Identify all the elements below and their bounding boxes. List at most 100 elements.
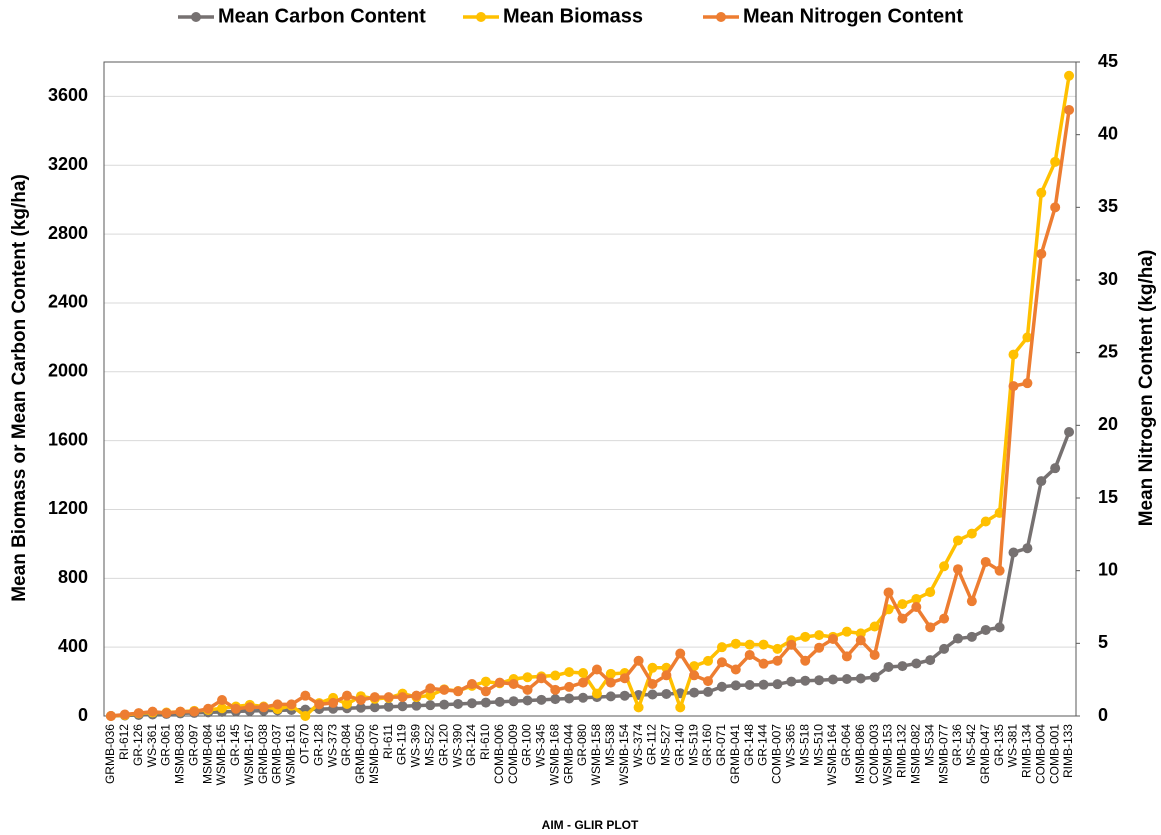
x-tick-label: MS-522 bbox=[422, 724, 436, 766]
data-point bbox=[855, 635, 866, 646]
x-tick-label: GR-080 bbox=[575, 724, 589, 766]
data-point bbox=[897, 599, 908, 610]
x-tick-label: MSMB-077 bbox=[936, 724, 950, 784]
data-point bbox=[925, 622, 936, 633]
data-point bbox=[911, 593, 922, 604]
x-tick-label: GR-119 bbox=[395, 724, 409, 765]
x-tick-label: GR-140 bbox=[672, 724, 686, 766]
x-tick-label: WS-381 bbox=[1006, 724, 1020, 768]
data-point bbox=[883, 587, 894, 598]
y-tick-label: 400 bbox=[58, 636, 88, 656]
data-point bbox=[397, 701, 408, 712]
x-tick-label: GRMB-037 bbox=[270, 724, 284, 784]
data-point bbox=[828, 674, 838, 685]
data-point bbox=[397, 692, 408, 703]
y2-tick-label: 15 bbox=[1098, 487, 1118, 507]
x-tick-label: GRMB-044 bbox=[561, 724, 575, 784]
data-point bbox=[869, 672, 880, 683]
data-point bbox=[1036, 248, 1047, 259]
legend-marker bbox=[716, 12, 726, 22]
data-point bbox=[897, 613, 908, 624]
data-point bbox=[564, 667, 575, 678]
data-point bbox=[952, 535, 963, 546]
x-tick-label: WSMB-165 bbox=[214, 724, 228, 786]
data-point bbox=[966, 528, 977, 539]
data-point bbox=[258, 702, 269, 713]
data-point bbox=[939, 561, 950, 572]
data-point bbox=[189, 706, 200, 717]
data-point bbox=[425, 690, 436, 701]
x-tick-label: RIMB-132 bbox=[895, 724, 909, 778]
data-point bbox=[647, 679, 658, 690]
data-point bbox=[772, 643, 783, 654]
data-point bbox=[1064, 70, 1075, 81]
x-tick-label: MS-527 bbox=[659, 724, 673, 766]
data-point bbox=[466, 679, 477, 690]
y2-axis-title: Mean Nitrogen Content (kg/ha) bbox=[1136, 250, 1157, 527]
x-tick-label: GR-145 bbox=[228, 724, 242, 766]
data-point bbox=[314, 699, 325, 710]
data-point bbox=[758, 658, 769, 669]
x-tick-label: COMB-009 bbox=[506, 724, 520, 784]
series-line bbox=[110, 109, 1071, 718]
data-point bbox=[689, 670, 700, 681]
data-point bbox=[758, 639, 769, 650]
legend-marker bbox=[476, 12, 486, 22]
data-point bbox=[786, 676, 797, 687]
data-point bbox=[744, 639, 755, 650]
data-point bbox=[466, 698, 477, 709]
x-tick-label: WSMB-154 bbox=[617, 724, 631, 786]
x-tick-label: GR-124 bbox=[464, 724, 478, 766]
data-point bbox=[869, 649, 880, 660]
y2-tick-label: 40 bbox=[1098, 123, 1118, 143]
data-point bbox=[300, 711, 311, 721]
x-tick-label: GR-061 bbox=[159, 724, 173, 766]
data-point bbox=[411, 690, 422, 701]
data-point bbox=[647, 662, 658, 673]
data-point bbox=[425, 700, 436, 711]
data-point bbox=[494, 696, 505, 707]
y-tick-label: 2400 bbox=[48, 292, 88, 312]
x-tick-label: GR-148 bbox=[742, 724, 756, 766]
data-point bbox=[966, 631, 977, 642]
plot-frame bbox=[103, 61, 1077, 717]
data-point bbox=[786, 639, 797, 650]
data-point bbox=[980, 624, 991, 635]
data-point bbox=[369, 692, 380, 703]
data-point bbox=[508, 696, 519, 707]
data-point bbox=[814, 675, 825, 686]
x-tick-label: MS-534 bbox=[922, 724, 936, 766]
data-point bbox=[619, 673, 630, 684]
data-point bbox=[730, 664, 741, 675]
x-tick-label: GR-160 bbox=[700, 724, 714, 766]
data-point bbox=[522, 695, 533, 706]
data-point bbox=[522, 684, 533, 695]
y2-tick-label: 35 bbox=[1098, 196, 1118, 216]
data-point bbox=[605, 668, 616, 679]
x-tick-label: RIMB-134 bbox=[1020, 724, 1034, 778]
data-point bbox=[522, 672, 533, 683]
series-line bbox=[110, 75, 1071, 718]
data-point bbox=[453, 698, 464, 709]
data-point bbox=[730, 638, 741, 649]
x-tick-label: COMB-006 bbox=[492, 724, 506, 784]
y-tick-label: 800 bbox=[58, 567, 88, 587]
x-tick-label: WSMB-164 bbox=[825, 724, 839, 786]
data-point bbox=[925, 587, 936, 598]
legend-label: Mean Carbon Content bbox=[218, 5, 426, 27]
x-tick-label: GR-097 bbox=[186, 724, 200, 766]
x-tick-label: GRMB-047 bbox=[978, 724, 992, 784]
y-tick-label: 2000 bbox=[48, 361, 88, 381]
data-point bbox=[689, 687, 700, 698]
data-point bbox=[494, 677, 505, 688]
data-point bbox=[883, 661, 894, 672]
x-tick-label: MSMB-082 bbox=[908, 724, 922, 784]
data-point bbox=[619, 690, 630, 701]
x-tick-label: GR-144 bbox=[756, 724, 770, 766]
x-tick-label: GR-128 bbox=[311, 724, 325, 766]
data-point bbox=[939, 613, 950, 624]
x-tick-label: WS-361 bbox=[145, 724, 159, 768]
x-tick-label: GRMB-036 bbox=[103, 724, 117, 784]
data-point bbox=[1036, 187, 1047, 198]
y-tick-label: 2800 bbox=[48, 223, 88, 243]
